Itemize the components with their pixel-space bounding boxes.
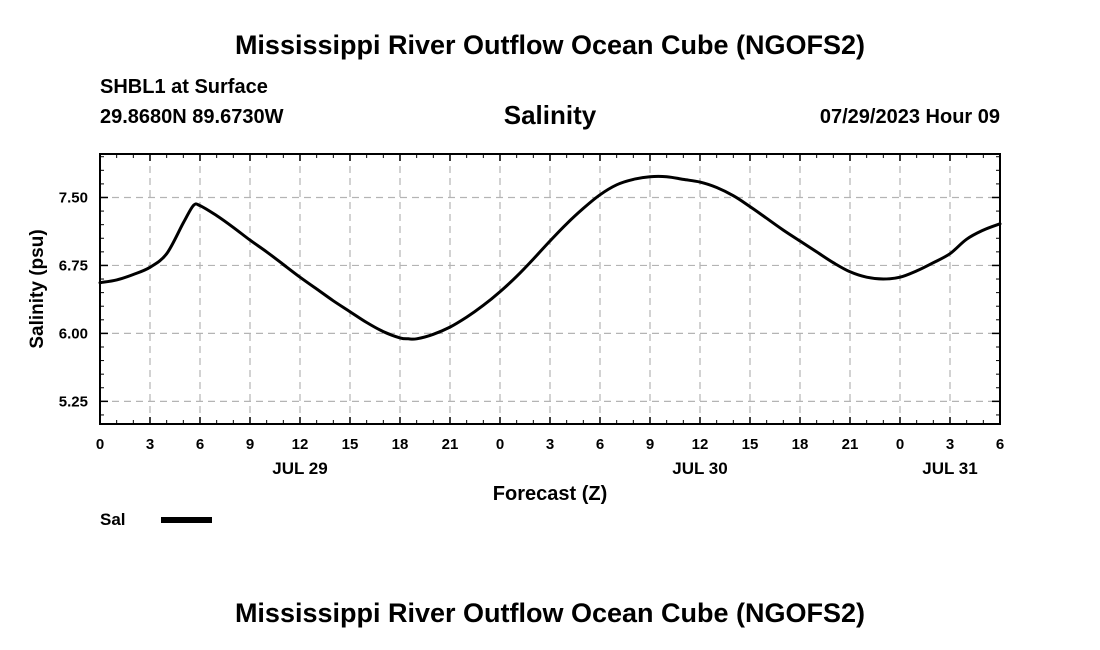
x-tick-label: 12 (692, 436, 709, 453)
axis-ticks (99, 154, 1001, 424)
x-tick-label: 15 (342, 436, 359, 453)
forecast-datetime: 07/29/2023 Hour 09 (819, 106, 1000, 128)
station-coordinates: 29.8680N 89.6730W (100, 106, 284, 128)
x-tick-label: 18 (792, 436, 809, 453)
x-tick-label: 21 (442, 436, 459, 453)
y-tick-label: 6.75 (59, 257, 88, 274)
x-tick-label: 6 (196, 436, 204, 453)
legend-line-swatch (161, 517, 212, 523)
x-tick-label: 3 (146, 436, 154, 453)
x-tick-label: 6 (996, 436, 1004, 453)
y-axis-title: Salinity (psu) (27, 229, 48, 348)
legend-label: Sal (100, 510, 126, 529)
series-line-sal (98, 174, 1002, 341)
x-tick-label: 0 (896, 436, 904, 453)
chart-main-title: Mississippi River Outflow Ocean Cube (NG… (234, 30, 866, 60)
x-tick-label: 21 (842, 436, 859, 453)
y-tick-label: 7.50 (59, 189, 88, 206)
x-tick-label: 3 (546, 436, 554, 453)
variable-title: Salinity (503, 100, 597, 130)
footer-title: Mississippi River Outflow Ocean Cube (NG… (234, 598, 866, 628)
x-tick-label: 12 (292, 436, 309, 453)
y-tick-label: 6.00 (59, 325, 88, 342)
x-tick-label: 0 (96, 436, 104, 453)
x-tick-label: 15 (742, 436, 759, 453)
y-tick-label: 5.25 (59, 393, 88, 410)
x-tick-label: 9 (646, 436, 654, 453)
date-label: JUL 30 (672, 459, 727, 478)
x-tick-label: 9 (246, 436, 254, 453)
plot-frame (99, 153, 1001, 425)
date-label: JUL 29 (272, 459, 327, 478)
grid-lines (100, 154, 1000, 424)
station-name: SHBL1 at Surface (100, 76, 268, 98)
x-axis-title: Forecast (Z) (493, 483, 607, 505)
date-label: JUL 31 (922, 459, 977, 478)
x-tick-label: 3 (946, 436, 954, 453)
x-tick-label: 6 (596, 436, 604, 453)
axis-labels: 0 3 6 9 12 15 18 21 0 3 6 9 12 15 18 21 0 3 6 JUL 29 JUL 30 J… (59, 189, 1004, 478)
series-layer (98, 174, 1002, 341)
x-tick-label: 0 (496, 436, 504, 453)
x-tick-label: 18 (392, 436, 409, 453)
